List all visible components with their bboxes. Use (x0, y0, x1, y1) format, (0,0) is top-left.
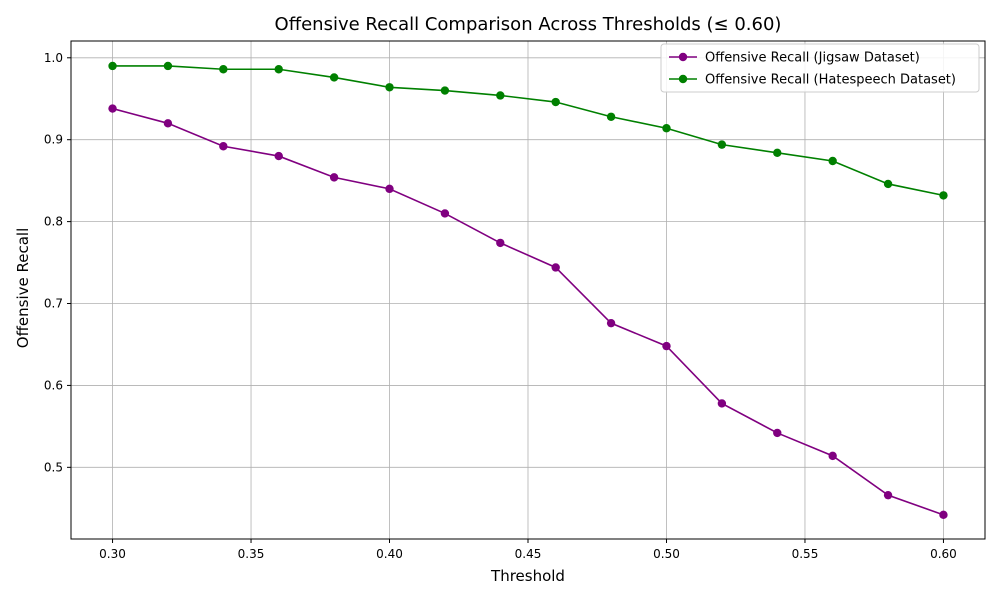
data-point (662, 124, 671, 133)
data-point (385, 83, 394, 92)
data-point (883, 490, 893, 500)
data-point (496, 238, 505, 248)
y-tick-label: 0.9 (44, 133, 63, 147)
y-tick-label: 0.8 (44, 215, 63, 229)
x-tick-label: 0.40 (376, 547, 403, 561)
y-axis: 0.5 0.6 0.7 0.8 0.9 1.0 (44, 51, 71, 474)
series-2 (108, 61, 948, 200)
x-tick-label: 0.50 (653, 547, 680, 561)
legend-label: Offensive Recall (Hatespeech Dataset) (705, 73, 956, 88)
x-tick-label: 0.35 (238, 547, 265, 561)
data-point (773, 148, 782, 158)
data-point (274, 151, 283, 161)
y-axis-title: Offensive Recall (14, 228, 32, 348)
chart-title: Offensive Recall Comparison Across Thres… (275, 14, 782, 35)
legend-label: Offensive Recall (Jigsaw Dataset) (705, 51, 920, 66)
y-tick-label: 0.6 (44, 378, 63, 392)
data-point (606, 112, 616, 121)
series-1 (108, 104, 948, 520)
data-point (496, 91, 505, 100)
data-point (551, 97, 560, 107)
series-layer (108, 61, 948, 520)
data-point (219, 65, 228, 74)
x-axis: 0.30 0.35 0.40 0.45 0.50 0.55 0.60 (99, 539, 957, 561)
x-tick-label: 0.30 (99, 547, 126, 561)
data-point (274, 65, 283, 74)
legend-marker (678, 52, 688, 62)
data-point (662, 341, 671, 351)
series-line (112, 65, 944, 197)
data-point (108, 104, 117, 113)
data-point (828, 451, 837, 461)
legend-box (660, 43, 980, 93)
legend-item: Offensive Recall (Jigsaw Dataset) (669, 51, 920, 66)
data-point (828, 156, 837, 166)
x-tick-label: 0.45 (515, 547, 542, 561)
data-point (163, 61, 173, 71)
data-point (939, 191, 948, 200)
data-point (773, 428, 782, 438)
legend-marker (678, 74, 688, 84)
y-tick-label: 0.7 (44, 297, 63, 311)
x-axis-title: Threshold (490, 567, 565, 585)
x-tick-label: 0.60 (930, 547, 957, 561)
data-point (717, 399, 727, 408)
grid-lines (71, 41, 985, 539)
data-point (108, 61, 117, 71)
data-point (329, 73, 339, 82)
data-point (551, 263, 560, 272)
y-tick-label: 1.0 (44, 51, 63, 65)
data-point (883, 179, 893, 189)
legend-item: Offensive Recall (Hatespeech Dataset) (669, 73, 956, 88)
data-point (163, 119, 173, 128)
data-point (440, 86, 450, 95)
data-point (717, 140, 727, 149)
data-point (385, 184, 394, 194)
x-tick-label: 0.55 (792, 547, 819, 561)
data-point (440, 209, 450, 218)
data-point (606, 318, 616, 328)
data-point (219, 142, 228, 151)
legend: Offensive Recall (Jigsaw Dataset) Offensi… (660, 43, 980, 93)
series-line (112, 107, 944, 516)
data-point (329, 173, 339, 182)
y-tick-label: 0.5 (44, 460, 63, 474)
data-point (939, 510, 948, 520)
